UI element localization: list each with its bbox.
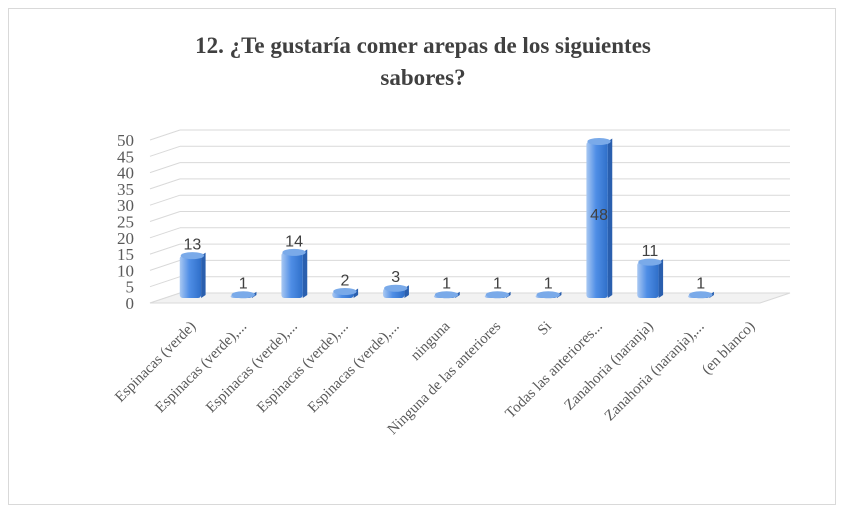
bar xyxy=(332,287,359,298)
bar-top xyxy=(689,291,713,299)
x-category-label: Espinacas (verde),... xyxy=(305,319,403,417)
bar xyxy=(383,284,409,298)
gridline-diagonal xyxy=(149,194,181,206)
data-label: 11 xyxy=(642,243,659,260)
data-label: 1 xyxy=(442,276,451,293)
bar xyxy=(230,291,257,299)
bar-top xyxy=(587,138,611,146)
gridline-diagonal xyxy=(149,129,181,141)
y-tick-label: 50 xyxy=(117,131,134,150)
bar-front xyxy=(586,141,608,298)
bar-side xyxy=(302,249,308,298)
chart-title: 12. ¿Te gustaría comer arepas de los sig… xyxy=(0,30,846,94)
gridline-diagonal xyxy=(149,145,181,157)
y-tick-label: 20 xyxy=(117,229,134,248)
y-tick-label: 40 xyxy=(117,164,134,183)
gridline-diagonal xyxy=(149,211,181,222)
y-tick-label: 5 xyxy=(126,278,135,297)
bar-side xyxy=(658,259,664,298)
bar-side xyxy=(607,138,613,298)
gridline-diagonal xyxy=(149,178,181,190)
data-label: 14 xyxy=(285,233,303,250)
x-category-label: Espinacas (verde),... xyxy=(254,319,352,417)
y-tick-label: 25 xyxy=(117,213,134,232)
bar xyxy=(535,291,562,299)
bars xyxy=(179,138,714,299)
bar-top xyxy=(180,252,205,260)
x-category-label: (en blanco) xyxy=(699,319,758,378)
gridline-diagonal xyxy=(149,227,181,239)
bar xyxy=(179,252,206,298)
x-category-label: Zanahoria (naranja),... xyxy=(602,319,708,425)
gridline-diagonal xyxy=(149,162,181,174)
bar-side xyxy=(201,252,206,298)
bar-front xyxy=(281,252,303,298)
x-category-label: Espinacas (verde),... xyxy=(203,319,301,417)
bar-front xyxy=(179,255,202,298)
y-tick-label: 0 xyxy=(126,294,135,313)
x-category-label: Si xyxy=(535,319,555,339)
y-tick-label: 45 xyxy=(117,147,134,166)
data-label: 1 xyxy=(696,276,705,293)
data-label: 1 xyxy=(493,276,502,293)
y-tick-label: 15 xyxy=(117,245,134,264)
y-tick-label: 10 xyxy=(117,261,134,280)
bar xyxy=(586,138,613,298)
bar-top xyxy=(282,248,306,256)
gridline-diagonal xyxy=(149,243,181,255)
x-category-label: Zanahoria (naranja) xyxy=(562,319,657,414)
bar xyxy=(281,248,308,298)
data-label: 13 xyxy=(184,237,202,254)
chart-title-line-1: 12. ¿Te gustaría comer arepas de los sig… xyxy=(195,33,651,58)
x-category-label: ninguna xyxy=(408,318,454,364)
y-tick-label: 35 xyxy=(117,180,134,199)
data-label: 1 xyxy=(544,276,553,293)
gridline-diagonal xyxy=(149,276,181,288)
bar-top xyxy=(231,291,255,299)
data-label: 48 xyxy=(590,207,608,224)
x-category-label: Espinacas (verde),... xyxy=(152,319,250,417)
data-label: 1 xyxy=(239,276,248,293)
bar xyxy=(688,291,714,299)
bar xyxy=(484,291,511,299)
bar-top xyxy=(384,284,408,292)
bar xyxy=(637,258,664,298)
bar-front xyxy=(637,262,659,298)
bar-top xyxy=(638,258,662,266)
data-label: 2 xyxy=(340,272,349,289)
x-axis-categories: Espinacas (verde)Espinacas (verde),...Es… xyxy=(112,318,758,438)
bar-top xyxy=(333,287,357,295)
chart-title-line-2: sabores? xyxy=(380,65,466,90)
bar-top xyxy=(434,291,459,299)
chart-frame xyxy=(8,8,836,505)
bar xyxy=(433,291,460,299)
data-label: 3 xyxy=(391,269,400,286)
bar-top xyxy=(485,291,510,299)
gridline-diagonal xyxy=(149,259,181,271)
y-tick-label: 30 xyxy=(117,196,134,215)
x-category-label: Todas las anteriores... xyxy=(503,319,606,422)
chart-floor xyxy=(149,292,791,304)
bar-top xyxy=(536,291,560,299)
